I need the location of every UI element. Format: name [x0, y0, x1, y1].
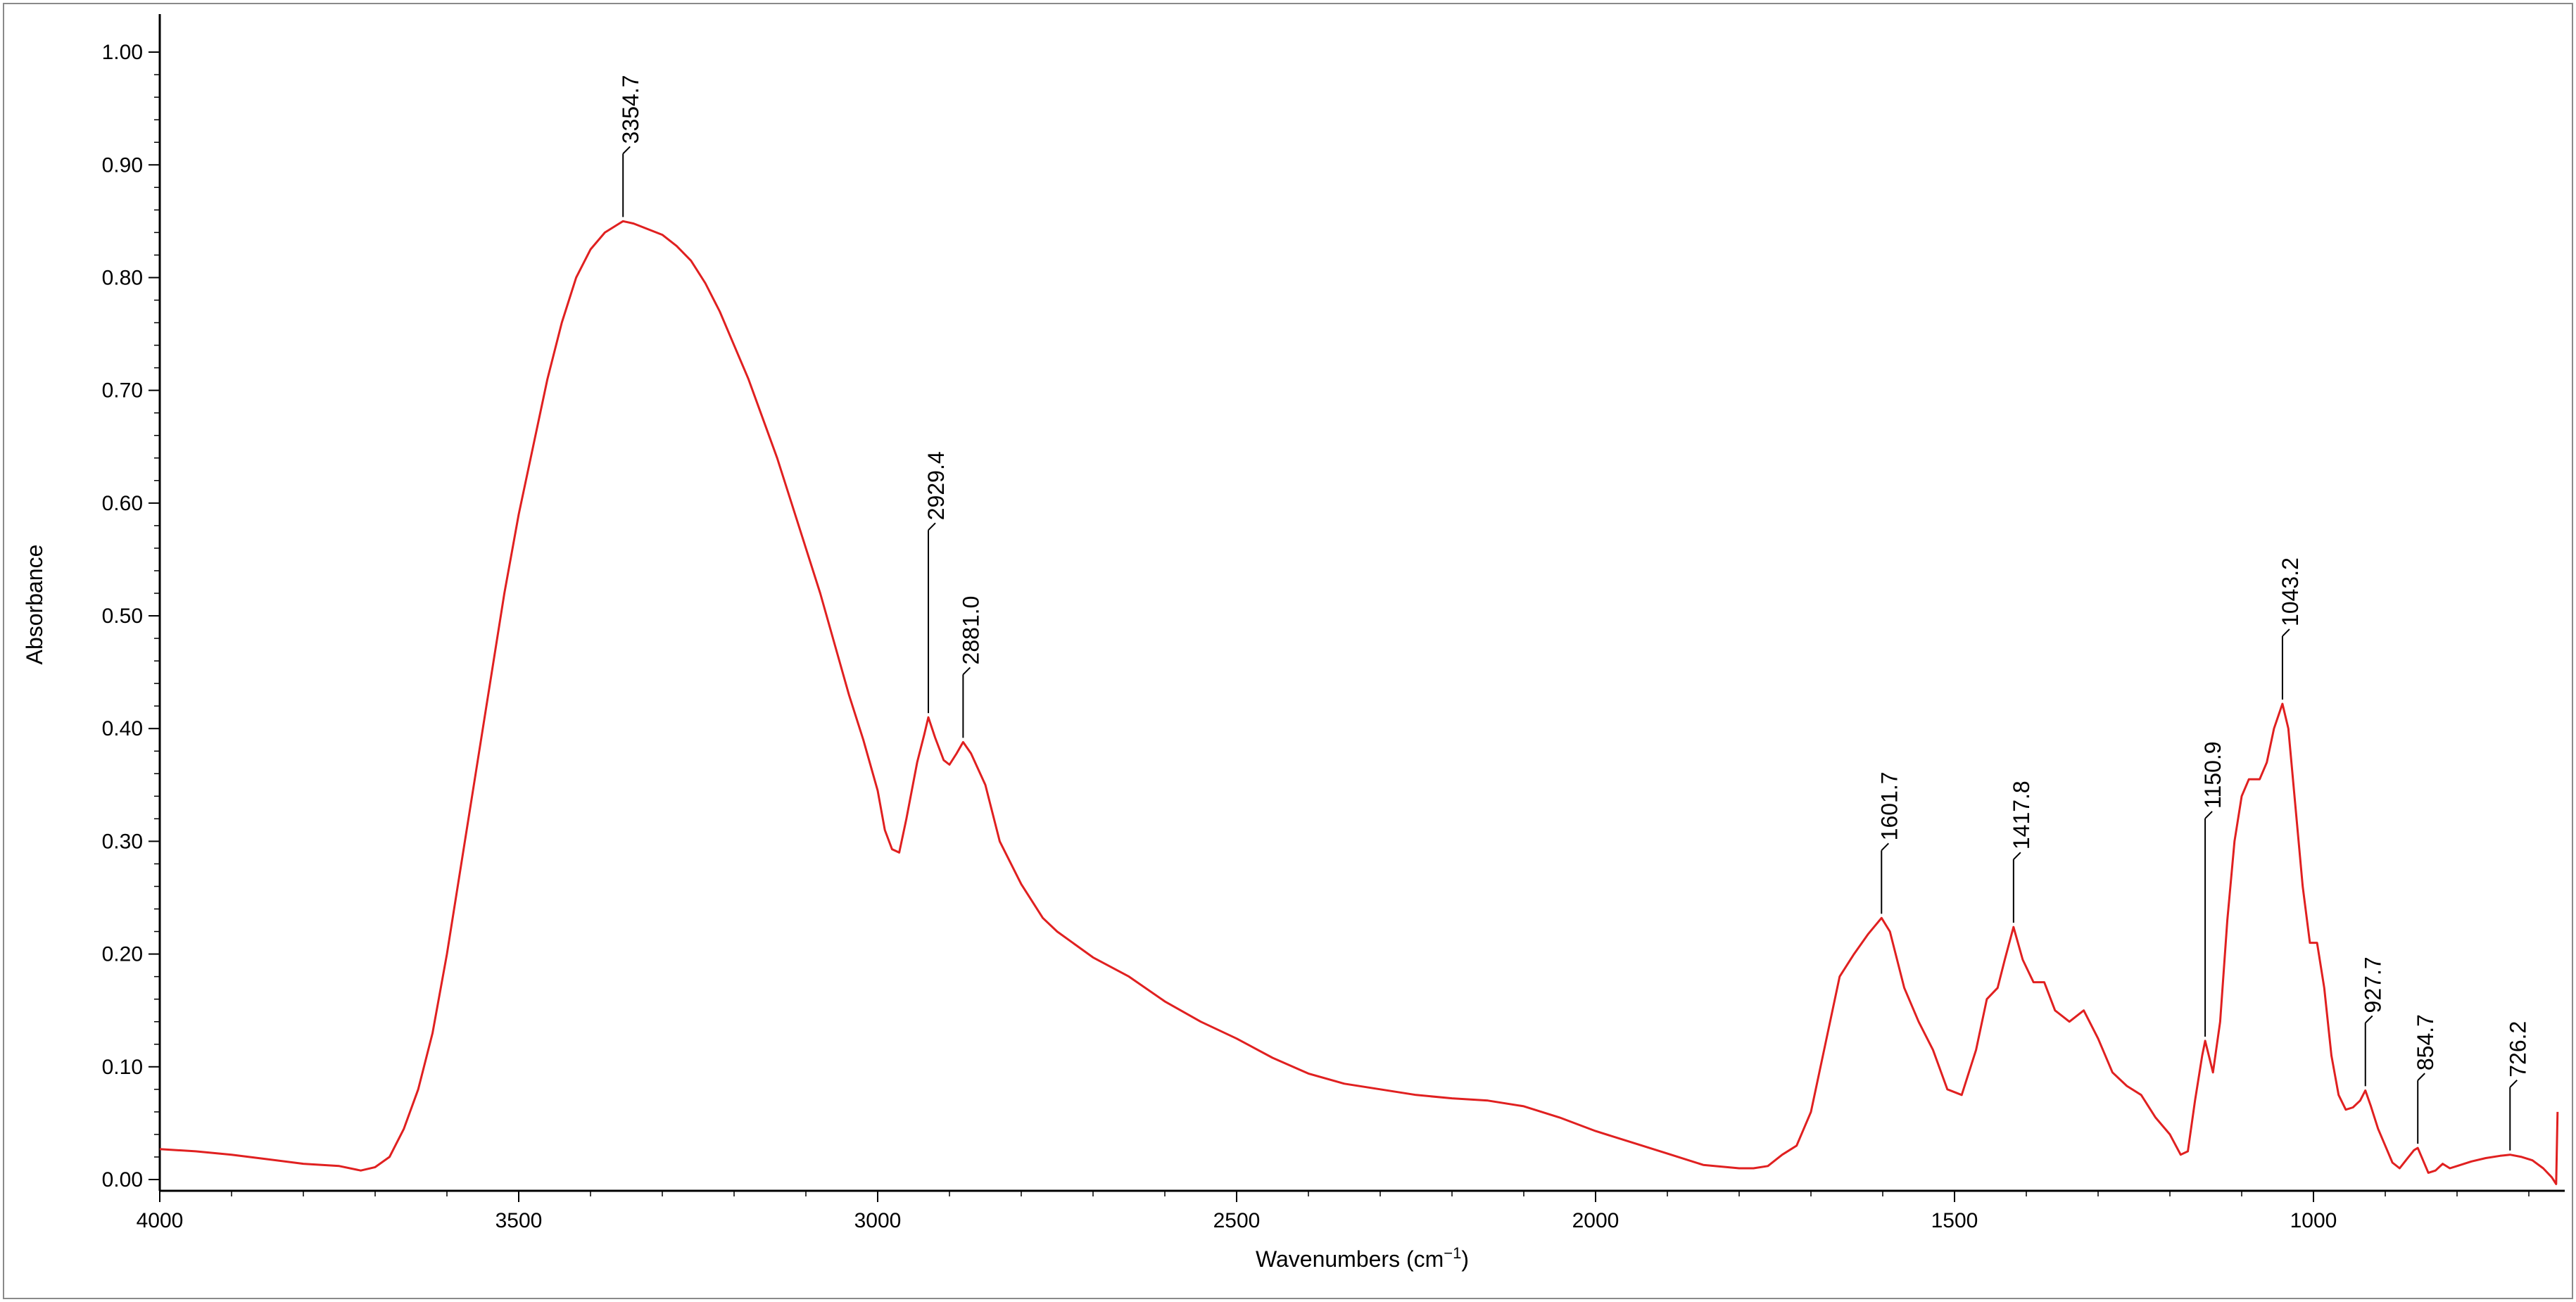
x-tick-label: 4000 [137, 1209, 184, 1232]
y-tick-label: 0.10 [102, 1056, 143, 1079]
x-tick-label: 3000 [854, 1209, 902, 1232]
peak-leader-tick [928, 522, 936, 531]
peak-label: 927.7 [2361, 956, 2386, 1013]
chart-frame: 4000 3500 3000 2500 2000 1500 1000 0.00 0.10 0.2… [3, 3, 2573, 1299]
y-axis-ticks: 0.00 0.10 0.20 0.30 0.40 0.50 0.60 0.70 0.80 0.90… [102, 41, 160, 1192]
spectrum-chart: 4000 3500 3000 2500 2000 1500 1000 0.00 0.10 0.2… [22, 14, 2565, 1272]
peak-leader-tick [2509, 1080, 2518, 1088]
y-tick-label: 0.60 [102, 492, 143, 515]
y-axis-title: Absorbance [22, 545, 47, 665]
peak-label: 3354.7 [618, 75, 643, 144]
peak-leader-tick [2282, 628, 2290, 637]
y-tick-label: 1.00 [102, 41, 143, 64]
x-tick-label: 2500 [1213, 1209, 1261, 1232]
peak-label: 1043.2 [2278, 557, 2303, 626]
peak-label: 1417.8 [2009, 780, 2034, 849]
peak-leader-tick [2417, 1073, 2425, 1081]
peak-leader-tick [2204, 811, 2213, 819]
x-axis-title-superscript: −1 [1444, 1244, 1461, 1262]
x-axis-ticks: 4000 3500 3000 2500 2000 1500 1000 [137, 1191, 2530, 1232]
peak-label: 1150.9 [2200, 741, 2225, 809]
peak-label: 1601.7 [1876, 771, 1902, 840]
x-tick-label: 1500 [1931, 1209, 1978, 1232]
axes [158, 14, 2565, 1192]
peak-leader-tick [622, 146, 631, 155]
y-tick-label: 0.80 [102, 266, 143, 289]
peak-label: 854.7 [2413, 1014, 2438, 1070]
x-axis-title-suffix: ) [1461, 1246, 1469, 1272]
x-tick-label: 1000 [2290, 1209, 2337, 1232]
y-tick-label: 0.20 [102, 943, 143, 966]
y-tick-label: 0.00 [102, 1168, 143, 1192]
series [159, 220, 2559, 1185]
series-line-spectrum [159, 220, 2559, 1185]
peak-label: 2929.4 [923, 451, 949, 520]
peak-leader-tick [962, 666, 971, 676]
peak-annotations: 3354.7 2929.4 2881.0 1601.7 1417.8 1150.9 1043… [618, 75, 2530, 1151]
y-tick-label: 0.30 [102, 830, 143, 853]
peak-leader-tick [1881, 842, 1889, 852]
peak-leader-tick [2365, 1015, 2373, 1024]
x-axis-title-main: Wavenumbers (cm [1256, 1246, 1444, 1272]
peak-leader-tick [2013, 852, 2021, 860]
y-tick-label: 0.50 [102, 605, 143, 628]
y-tick-label: 0.70 [102, 379, 143, 403]
y-tick-label: 0.40 [102, 717, 143, 740]
peak-label: 726.2 [2505, 1021, 2530, 1077]
x-tick-label: 3500 [495, 1209, 543, 1232]
x-tick-label: 2000 [1572, 1209, 1620, 1232]
x-axis-title: Wavenumbers (cm−1) [1256, 1244, 1469, 1272]
peak-label: 2881.0 [958, 596, 983, 665]
y-tick-label: 0.90 [102, 153, 143, 177]
